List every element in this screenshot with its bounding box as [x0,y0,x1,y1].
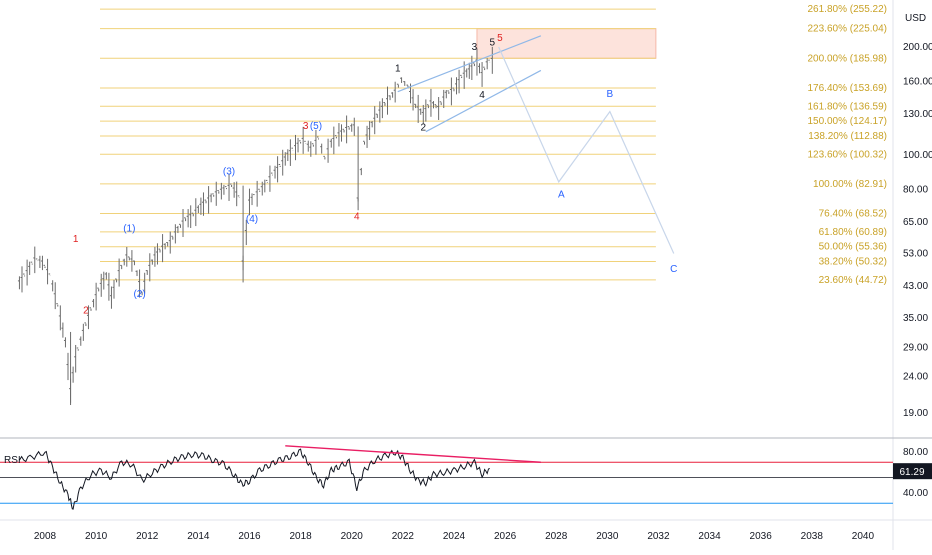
price-tick-label: 200.00 [903,42,932,53]
fib-label: 138.20% (112.88) [808,131,887,142]
wave-label: 1 [73,234,79,245]
price-tick-label: 100.00 [903,150,932,161]
time-tick-label: 2024 [443,531,466,542]
wave-label: C [670,264,677,275]
price-tick-label: 43.00 [903,281,928,292]
wave-label: (5) [310,121,322,132]
price-tick-label: 53.00 [903,248,928,259]
rsi-trendline [285,445,541,463]
fib-label: 76.40% (68.52) [819,209,887,220]
fib-label: 61.80% (60.89) [819,227,887,238]
wave-label: 4 [354,211,360,222]
wave-label: 5 [497,33,503,44]
time-tick-label: 2034 [698,531,721,542]
wave-label: (1) [123,224,135,235]
fib-label: 50.00% (55.36) [819,242,887,253]
wave-label: 3 [472,42,478,53]
wave-label: B [607,89,614,100]
rsi-line [18,448,490,510]
price-tick-label: 160.00 [903,77,932,88]
fib-label: 23.60% (44.72) [819,275,887,286]
wave-label: (2) [133,289,145,300]
fib-label: 161.80% (136.59) [807,101,887,112]
wave-label: (3) [223,167,235,178]
time-tick-label: 2018 [289,531,312,542]
time-tick-label: 2016 [238,531,261,542]
wave-label: 2 [83,306,89,317]
price-tick-label: 29.00 [903,342,928,353]
rsi-tick-label: 40.00 [903,488,928,499]
wave-label: (4) [246,214,258,225]
fib-label: 38.20% (50.32) [819,257,887,268]
fib-label: 223.60% (225.04) [807,24,887,35]
time-tick-label: 2036 [750,531,773,542]
price-tick-label: 130.00 [903,109,932,120]
time-tick-label: 2040 [852,531,875,542]
fib-label: 150.00% (124.17) [807,116,887,127]
fib-label: 123.60% (100.32) [807,149,887,160]
price-tick-label: 35.00 [903,313,928,324]
time-tick-label: 2028 [545,531,568,542]
wave-label: 5 [490,37,496,48]
time-tick-label: 2032 [647,531,670,542]
time-tick-label: 2026 [494,531,517,542]
currency-label: USD [905,13,926,24]
fib-label: 200.00% (185.98) [807,53,887,64]
price-tick-label: 19.00 [903,408,928,419]
time-tick-label: 2010 [85,531,108,542]
price-tick-label: 24.00 [903,372,928,383]
fib-label: 176.40% (153.69) [807,83,887,94]
projection-path [498,46,675,254]
channel-line [425,69,542,133]
fib-label: 100.00% (82.91) [813,179,887,190]
channel-line [397,35,542,93]
wave-label: 3 [303,121,309,132]
time-tick-label: 2022 [392,531,415,542]
rsi-label: RSI [4,455,21,466]
wave-label: 1 [395,63,401,74]
time-tick-label: 2038 [801,531,824,542]
fib-label: 261.80% (255.22) [807,4,887,15]
price-tick-label: 65.00 [903,217,928,228]
rsi-tick-label: 80.00 [903,447,928,458]
wave-label: A [558,189,565,200]
time-tick-label: 2020 [341,531,364,542]
wave-label: 4 [479,90,485,101]
time-tick-label: 2008 [34,531,57,542]
time-tick-label: 2030 [596,531,619,542]
target-zone [476,28,657,59]
time-tick-label: 2014 [187,531,210,542]
rsi-value-text: 61.29 [899,467,924,478]
time-tick-label: 2012 [136,531,159,542]
wave-label: 2 [421,122,427,133]
price-tick-label: 80.00 [903,184,928,195]
rsi-value-badge [893,463,932,480]
